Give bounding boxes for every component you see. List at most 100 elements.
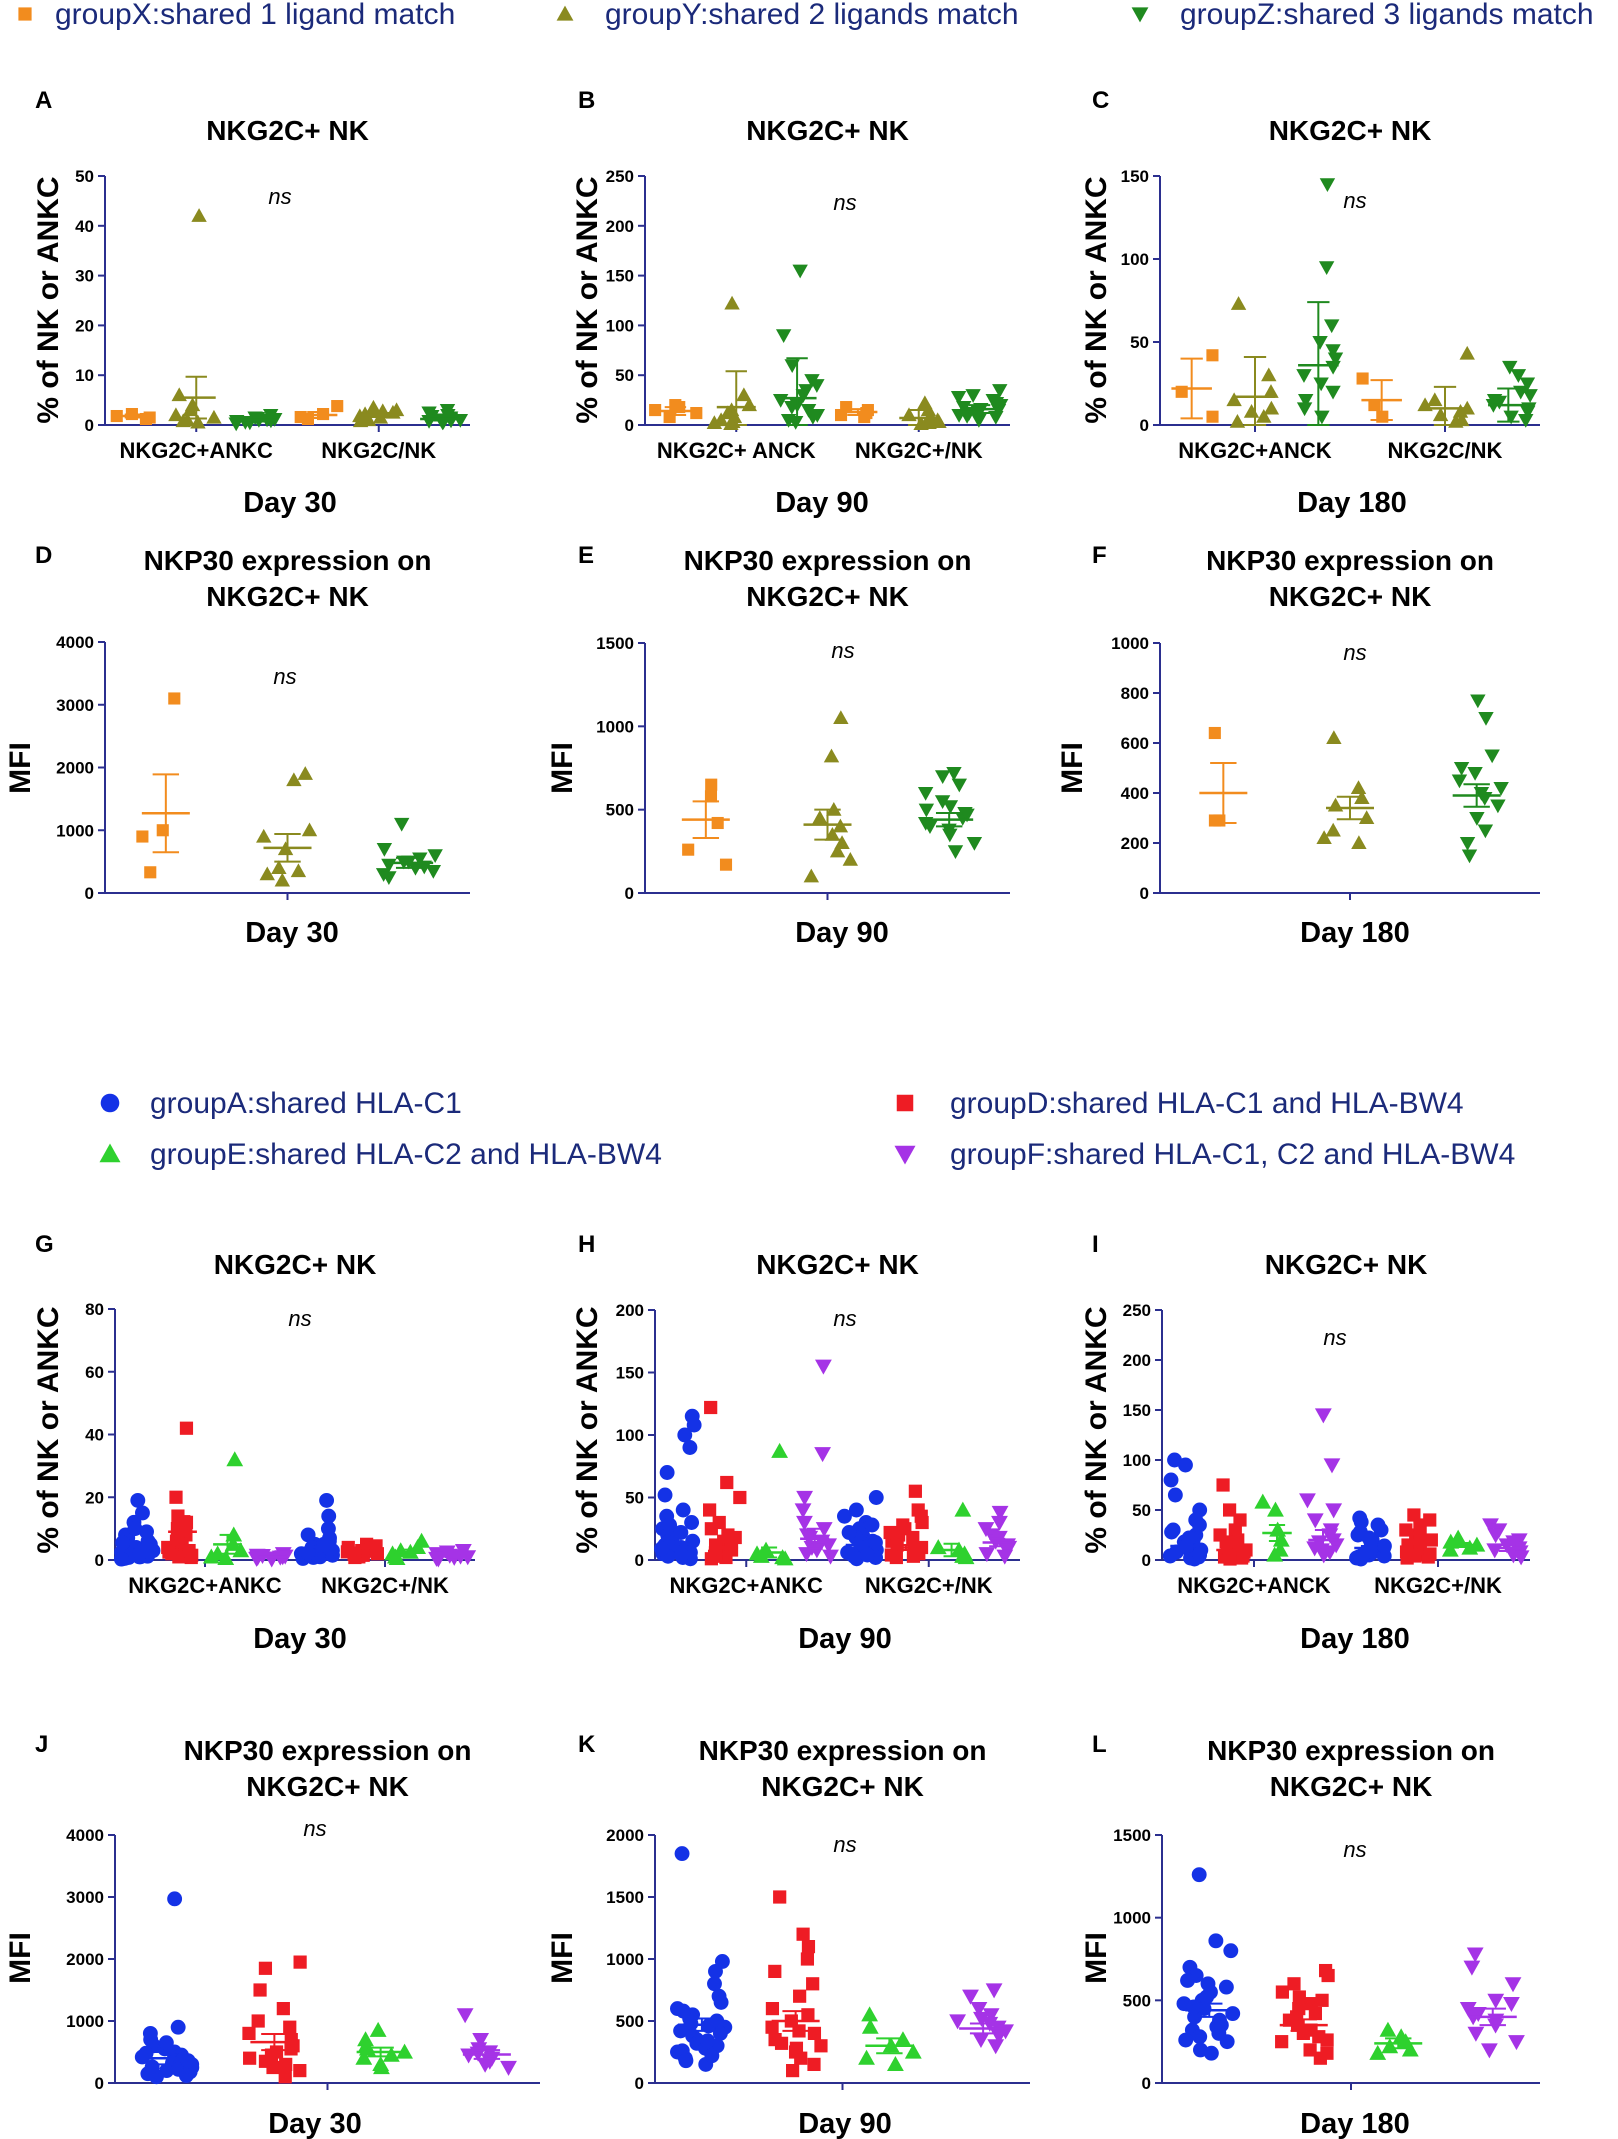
y-tick-label: 600 bbox=[1121, 734, 1149, 753]
data-point bbox=[168, 692, 181, 705]
data-point bbox=[1163, 1472, 1179, 1488]
data-point bbox=[274, 872, 291, 887]
data-point bbox=[1233, 1513, 1247, 1527]
data-point bbox=[858, 2049, 875, 2065]
series-4 bbox=[293, 1492, 340, 1566]
data-point bbox=[1505, 1535, 1523, 1551]
data-point bbox=[793, 1989, 807, 2003]
data-point bbox=[1324, 319, 1340, 334]
y-tick-label: 80 bbox=[85, 1300, 104, 1319]
data-point bbox=[1323, 1458, 1341, 1474]
y-tick-label: 1500 bbox=[606, 1888, 644, 1907]
y-axis-title: % of NK or ANKC bbox=[1080, 1306, 1113, 1553]
data-point bbox=[130, 1492, 146, 1508]
series-0 bbox=[681, 778, 733, 871]
data-point bbox=[841, 1525, 857, 1540]
data-point bbox=[1369, 2044, 1387, 2060]
y-tick-label: 40 bbox=[85, 1426, 104, 1445]
data-point bbox=[500, 2060, 517, 2076]
data-point bbox=[970, 2002, 988, 2017]
data-point bbox=[1167, 1487, 1183, 1503]
data-point bbox=[1368, 399, 1381, 412]
data-point bbox=[887, 2056, 904, 2071]
series-5 bbox=[420, 404, 469, 431]
data-point bbox=[675, 1502, 691, 1518]
group-label: NKG2C+ANKC bbox=[128, 1573, 282, 1598]
y-tick-label: 1000 bbox=[66, 2012, 104, 2031]
data-point bbox=[1370, 1517, 1386, 1533]
data-point bbox=[787, 415, 804, 430]
y-tick-label: 500 bbox=[616, 2012, 644, 2031]
data-point bbox=[682, 1440, 698, 1455]
data-point bbox=[800, 1952, 815, 1966]
y-tick-label: 3000 bbox=[56, 696, 94, 715]
group-label: NKG2C+ANKC bbox=[120, 438, 274, 463]
data-point bbox=[175, 413, 191, 428]
y-tick-label: 0 bbox=[1142, 2074, 1151, 2093]
data-point bbox=[321, 1508, 337, 1524]
panel-letter: D bbox=[35, 542, 52, 569]
data-point bbox=[376, 843, 393, 857]
data-point bbox=[340, 1545, 354, 1559]
data-point bbox=[1478, 711, 1494, 726]
y-tick-label: 0 bbox=[85, 884, 94, 903]
data-point bbox=[144, 2059, 160, 2075]
y-tick-label: 10 bbox=[75, 366, 94, 385]
data-point bbox=[1206, 349, 1219, 362]
data-point bbox=[1314, 410, 1330, 425]
data-point bbox=[807, 2026, 822, 2040]
data-point bbox=[823, 748, 840, 763]
data-point bbox=[654, 1541, 670, 1557]
data-point bbox=[139, 1524, 154, 1540]
data-point bbox=[1306, 1513, 1324, 1529]
data-point bbox=[840, 1545, 856, 1560]
data-point bbox=[1223, 1943, 1239, 1959]
data-point bbox=[962, 1989, 979, 2005]
panel-letter: I bbox=[1092, 1231, 1099, 1258]
data-point bbox=[792, 264, 808, 279]
data-point bbox=[355, 2049, 373, 2065]
data-point bbox=[1356, 372, 1369, 385]
data-point bbox=[279, 2057, 293, 2071]
data-point bbox=[1209, 2019, 1225, 2035]
y-tick-label: 200 bbox=[616, 1301, 644, 1320]
data-point bbox=[1206, 410, 1219, 423]
y-tick-label: 150 bbox=[606, 267, 634, 286]
series-2 bbox=[748, 1442, 794, 1566]
data-point bbox=[1459, 345, 1475, 360]
y-axis-title: % of NK or ANKC bbox=[571, 1306, 604, 1553]
legend-marker-2 bbox=[1131, 7, 1149, 23]
data-point bbox=[476, 2057, 494, 2073]
panel-d: D NKP30 expression on NKG2C+ NK MFI 0 1000 200… bbox=[4, 542, 470, 949]
y-tick-label: 30 bbox=[75, 267, 94, 286]
data-point bbox=[1180, 1973, 1195, 1988]
y-tick-label: 50 bbox=[625, 1489, 644, 1508]
data-point bbox=[934, 770, 951, 785]
data-point bbox=[796, 1927, 810, 1941]
series-3 bbox=[1459, 1947, 1525, 2059]
data-point bbox=[1162, 1548, 1178, 1564]
y-axis-title: MFI bbox=[1056, 742, 1089, 794]
data-point bbox=[190, 414, 206, 429]
data-point bbox=[884, 1548, 898, 1562]
data-point bbox=[1208, 814, 1221, 827]
panel-title: NKG2C+ NK bbox=[1265, 1249, 1428, 1280]
data-point bbox=[837, 1508, 852, 1524]
data-point bbox=[772, 394, 789, 408]
data-point bbox=[1304, 1997, 1319, 2011]
series-4 bbox=[837, 1490, 884, 1567]
data-point bbox=[232, 1542, 250, 1558]
y-tick-label: 1500 bbox=[596, 634, 634, 653]
series-0 bbox=[649, 399, 703, 424]
panel-title: NKG2C+ NK bbox=[206, 115, 369, 146]
data-point bbox=[1216, 1478, 1230, 1492]
data-point bbox=[1407, 1508, 1421, 1522]
y-tick-label: 20 bbox=[75, 316, 94, 335]
series-4 bbox=[352, 399, 405, 428]
y-tick-label: 500 bbox=[1123, 1991, 1151, 2010]
significance-label: ns bbox=[303, 1816, 326, 1841]
data-point bbox=[822, 1549, 839, 1565]
data-point bbox=[1453, 761, 1470, 776]
data-point bbox=[713, 1994, 729, 2010]
panel-letter: C bbox=[1092, 87, 1109, 114]
